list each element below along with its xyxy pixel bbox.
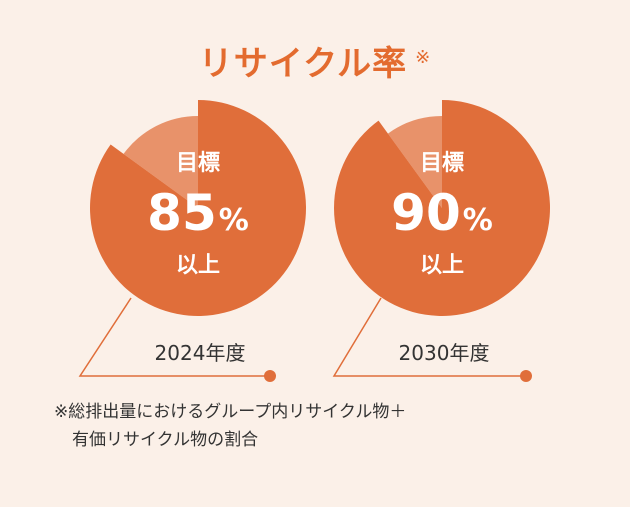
title-footnote-mark: ※ xyxy=(415,46,432,68)
pie-1-leader-line xyxy=(78,297,270,377)
pie-2-value-unit: % xyxy=(463,203,493,238)
pie-1-value-number: 85 xyxy=(147,184,217,242)
pie-1-leader-dot xyxy=(264,370,276,382)
chart-title: リサイクル率 ※ xyxy=(0,36,630,85)
pie-2-value-number: 90 xyxy=(391,184,461,242)
pie-2-leader-line xyxy=(332,297,526,377)
footnote-line-2: 有価リサイクル物の割合 xyxy=(72,430,259,450)
footnote-line-1: ※総排出量におけるグループ内リサイクル物＋ xyxy=(54,402,407,422)
pie-1-remainder-slice xyxy=(123,116,198,208)
pie-1-value-slice xyxy=(90,99,307,316)
pie-1-label-top: 目標 xyxy=(176,151,220,176)
pie-1-label-bottom: 以上 xyxy=(176,253,220,278)
pie-1-category-label: 2024年度 xyxy=(155,341,246,365)
pie-2-remainder-slice xyxy=(387,116,442,208)
pie-2-value-slice xyxy=(334,100,551,316)
pie-2-leader-dot xyxy=(520,370,532,382)
pie-1-value-label: 85% xyxy=(147,184,249,242)
footnote: ※総排出量におけるグループ内リサイクル物＋ 有価リサイクル物の割合 xyxy=(54,398,614,454)
pie-2-label-top: 目標 xyxy=(420,151,464,176)
pie-2-value-label: 90% xyxy=(391,184,493,242)
pie-2-label-bottom: 以上 xyxy=(420,253,464,278)
pie-2-category-label: 2030年度 xyxy=(399,341,490,365)
title-text: リサイクル率 xyxy=(198,44,408,84)
pie-1-value-unit: % xyxy=(219,203,249,238)
